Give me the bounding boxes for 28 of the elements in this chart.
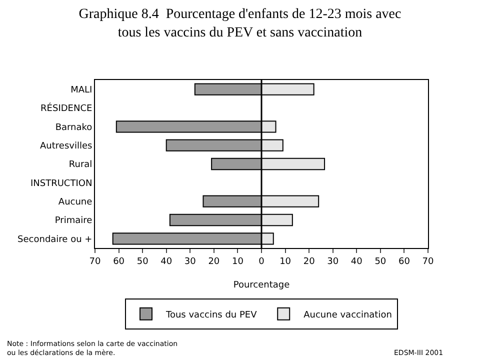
x-tick-label: 30 [184,256,196,267]
y-tick-label: Aucune [58,197,93,208]
x-tick-label: 20 [303,256,316,267]
legend-label: Aucune vaccination [304,310,392,320]
x-tick-label: 30 [327,256,339,267]
legend-label: Tous vaccins du PEV [165,310,258,320]
x-tick-label: 0 [258,256,265,267]
y-tick-label: Primaire [54,216,93,226]
x-tick-label: 40 [160,256,172,267]
x-tick-label: 50 [374,256,386,267]
y-tick-label: MALI [70,85,92,96]
y-tick-label: Rural [68,160,92,170]
y-tick-label: Secondaire ou + [18,234,92,245]
x-tick-label: 50 [136,256,149,267]
x-tick-label: 10 [232,256,244,267]
x-tick-label: 70 [89,256,101,267]
y-tick-label: Autresvilles [40,141,93,152]
y-tick-label: INSTRUCTION [30,178,92,189]
x-tick-label: 40 [350,256,363,267]
y-tick-label: RÉSIDENCE [40,102,92,114]
chart-title: Graphique 8.4 Pourcentage d'enfants de 12-23 mois avec tous les vaccins du PEV et sans vaccination [78,7,402,40]
x-tick-label: 60 [113,256,125,267]
x-tick-label: 20 [208,256,220,267]
x-axis-title: Pourcentage [233,280,290,291]
y-tick-label: Barnako [55,122,93,133]
x-tick-label: 70 [422,256,434,267]
x-tick-label: 60 [398,256,410,267]
x-tick-label: 10 [280,256,292,267]
